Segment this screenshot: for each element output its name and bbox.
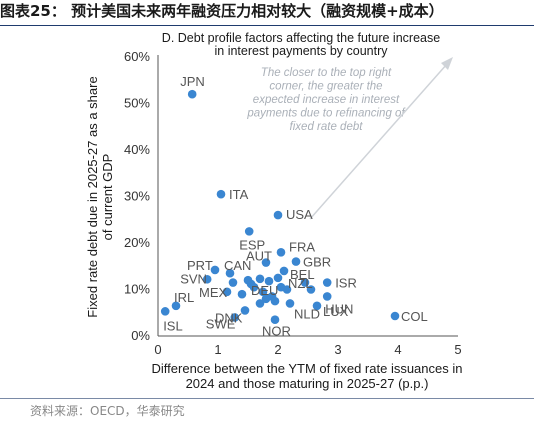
data-point	[255, 299, 265, 308]
x-tick-label: 3	[334, 342, 341, 357]
data-point-esp	[244, 227, 254, 236]
data-point	[270, 296, 280, 306]
y-tick-label: 10%	[124, 282, 150, 297]
point-label-usa: USA	[286, 207, 313, 222]
point-label-jpn: JPN	[180, 74, 205, 89]
point-label-isl: ISL	[163, 318, 183, 333]
x-axis-label: Difference between the YTM of fixed rate…	[152, 361, 463, 391]
data-point-dnk	[240, 306, 250, 315]
point-label-nld: NLD	[294, 306, 320, 321]
point-label-irl: IRL	[174, 290, 194, 305]
x-axis-label-line: Difference between the YTM of fixed rate…	[152, 361, 463, 376]
point-label-can: CAN	[224, 258, 251, 273]
data-point-swe	[230, 313, 240, 322]
point-label-dnk: DNK	[215, 310, 243, 325]
footer-rule	[0, 398, 534, 399]
point-label-prt: PRT	[187, 258, 213, 273]
source-note: 资料来源：OECD，华泰研究	[30, 404, 185, 418]
point-label-lux: LUX	[323, 304, 349, 319]
chart-title-line: D. Debt profile factors affecting the fu…	[162, 31, 440, 45]
data-point-svn	[202, 274, 212, 284]
x-tick-label: 5	[454, 342, 461, 357]
point-label-svn: SVN	[180, 271, 207, 286]
data-point-fra	[276, 248, 286, 257]
point-label-gbr: GBR	[303, 255, 331, 270]
data-point-gbr	[291, 257, 301, 266]
figure-title: 图表25： 预计美国未来两年融资压力相对较大（融资规模+成本）	[0, 2, 444, 20]
data-point-bel	[279, 266, 289, 276]
y-tick-label: 50%	[124, 96, 150, 111]
y-tick-label: 0%	[131, 328, 150, 343]
data-point-nzl	[276, 282, 286, 292]
point-label-swe: SWE	[206, 316, 236, 331]
data-point-can	[225, 268, 235, 278]
x-tick-label: 4	[394, 342, 401, 357]
point-label-col: COL	[401, 309, 428, 324]
point-label-nor: NOR	[262, 324, 291, 339]
data-point	[255, 274, 265, 284]
data-point-jpn	[187, 89, 197, 99]
data-point-isl	[160, 307, 170, 316]
data-point-nld	[285, 299, 295, 308]
data-point-deu	[249, 282, 259, 292]
annotation-line: corner, the greater the	[269, 81, 382, 93]
data-point-prt	[210, 265, 220, 275]
chart-title-line: in interest payments by country	[215, 44, 389, 58]
x-tick-label: 2	[274, 342, 281, 357]
point-label-aut: AUT	[246, 249, 272, 264]
annotation-text: The closer to the top right corner, the g…	[246, 67, 406, 133]
data-point-mex	[222, 287, 232, 297]
point-label-isr: ISR	[335, 276, 357, 291]
data-point	[237, 289, 247, 299]
data-point-usa	[273, 210, 283, 220]
point-label-esp: ESP	[239, 237, 265, 252]
chart-title: D. Debt profile factors affecting the fu…	[162, 31, 440, 58]
y-axis-label-line: Fixed rate debt due in 2025-27 as a shar…	[85, 76, 100, 317]
data-point-nor	[270, 315, 280, 325]
y-tick-label: 30%	[124, 189, 150, 204]
point-label-nzl: NZL	[288, 276, 313, 291]
data-point	[306, 285, 316, 294]
y-tick-label: 60%	[124, 49, 150, 64]
y-tick-label: 20%	[124, 235, 150, 250]
data-point	[273, 273, 283, 283]
title-rule	[0, 25, 534, 26]
x-tick-label: 1	[214, 342, 221, 357]
data-point-hun	[322, 292, 332, 301]
point-label-ita: ITA	[229, 187, 249, 202]
point-label-bel: BEL	[290, 267, 315, 282]
arrow-shaft	[309, 63, 448, 220]
data-point-lux	[312, 301, 322, 311]
arrow-head	[441, 57, 453, 70]
data-point	[228, 278, 238, 287]
data-points	[160, 89, 400, 325]
y-axis-label-line: of current GDP	[100, 154, 115, 241]
annotation-arrow	[309, 57, 453, 220]
annotation-line: expected increase in interest	[253, 94, 400, 106]
point-label-hun: HUN	[325, 301, 353, 316]
y-axis-label: Fixed rate debt due in 2025-27 as a shar…	[85, 76, 115, 317]
data-point-col	[390, 311, 400, 321]
data-point	[264, 276, 274, 286]
data-point-ita	[216, 189, 226, 199]
axes: 0% 10% 20% 30% 40% 50% 60% 0 1 2 3 4 5	[124, 49, 462, 357]
x-tick-label: 0	[154, 342, 161, 357]
annotation-line: The closer to the top right	[261, 67, 392, 79]
point-label-fra: FRA	[289, 239, 315, 254]
annotation-line: payments due to refinancing of	[246, 108, 406, 120]
point-label-mex: MEX	[199, 285, 228, 300]
point-label-deu: DEU	[251, 283, 278, 298]
x-axis-label-line: 2024 and those maturing in 2025-27 (p.p.…	[186, 376, 429, 391]
data-point-isr	[322, 278, 332, 287]
annotation-line: fixed rate debt	[290, 121, 364, 133]
data-point-aut	[261, 258, 271, 267]
data-point	[261, 294, 271, 304]
data-point-irl	[171, 301, 181, 311]
y-tick-label: 40%	[124, 142, 150, 157]
scatter-chart: D. Debt profile factors affecting the fu…	[85, 31, 463, 391]
data-point	[300, 278, 310, 287]
data-point	[258, 287, 268, 297]
